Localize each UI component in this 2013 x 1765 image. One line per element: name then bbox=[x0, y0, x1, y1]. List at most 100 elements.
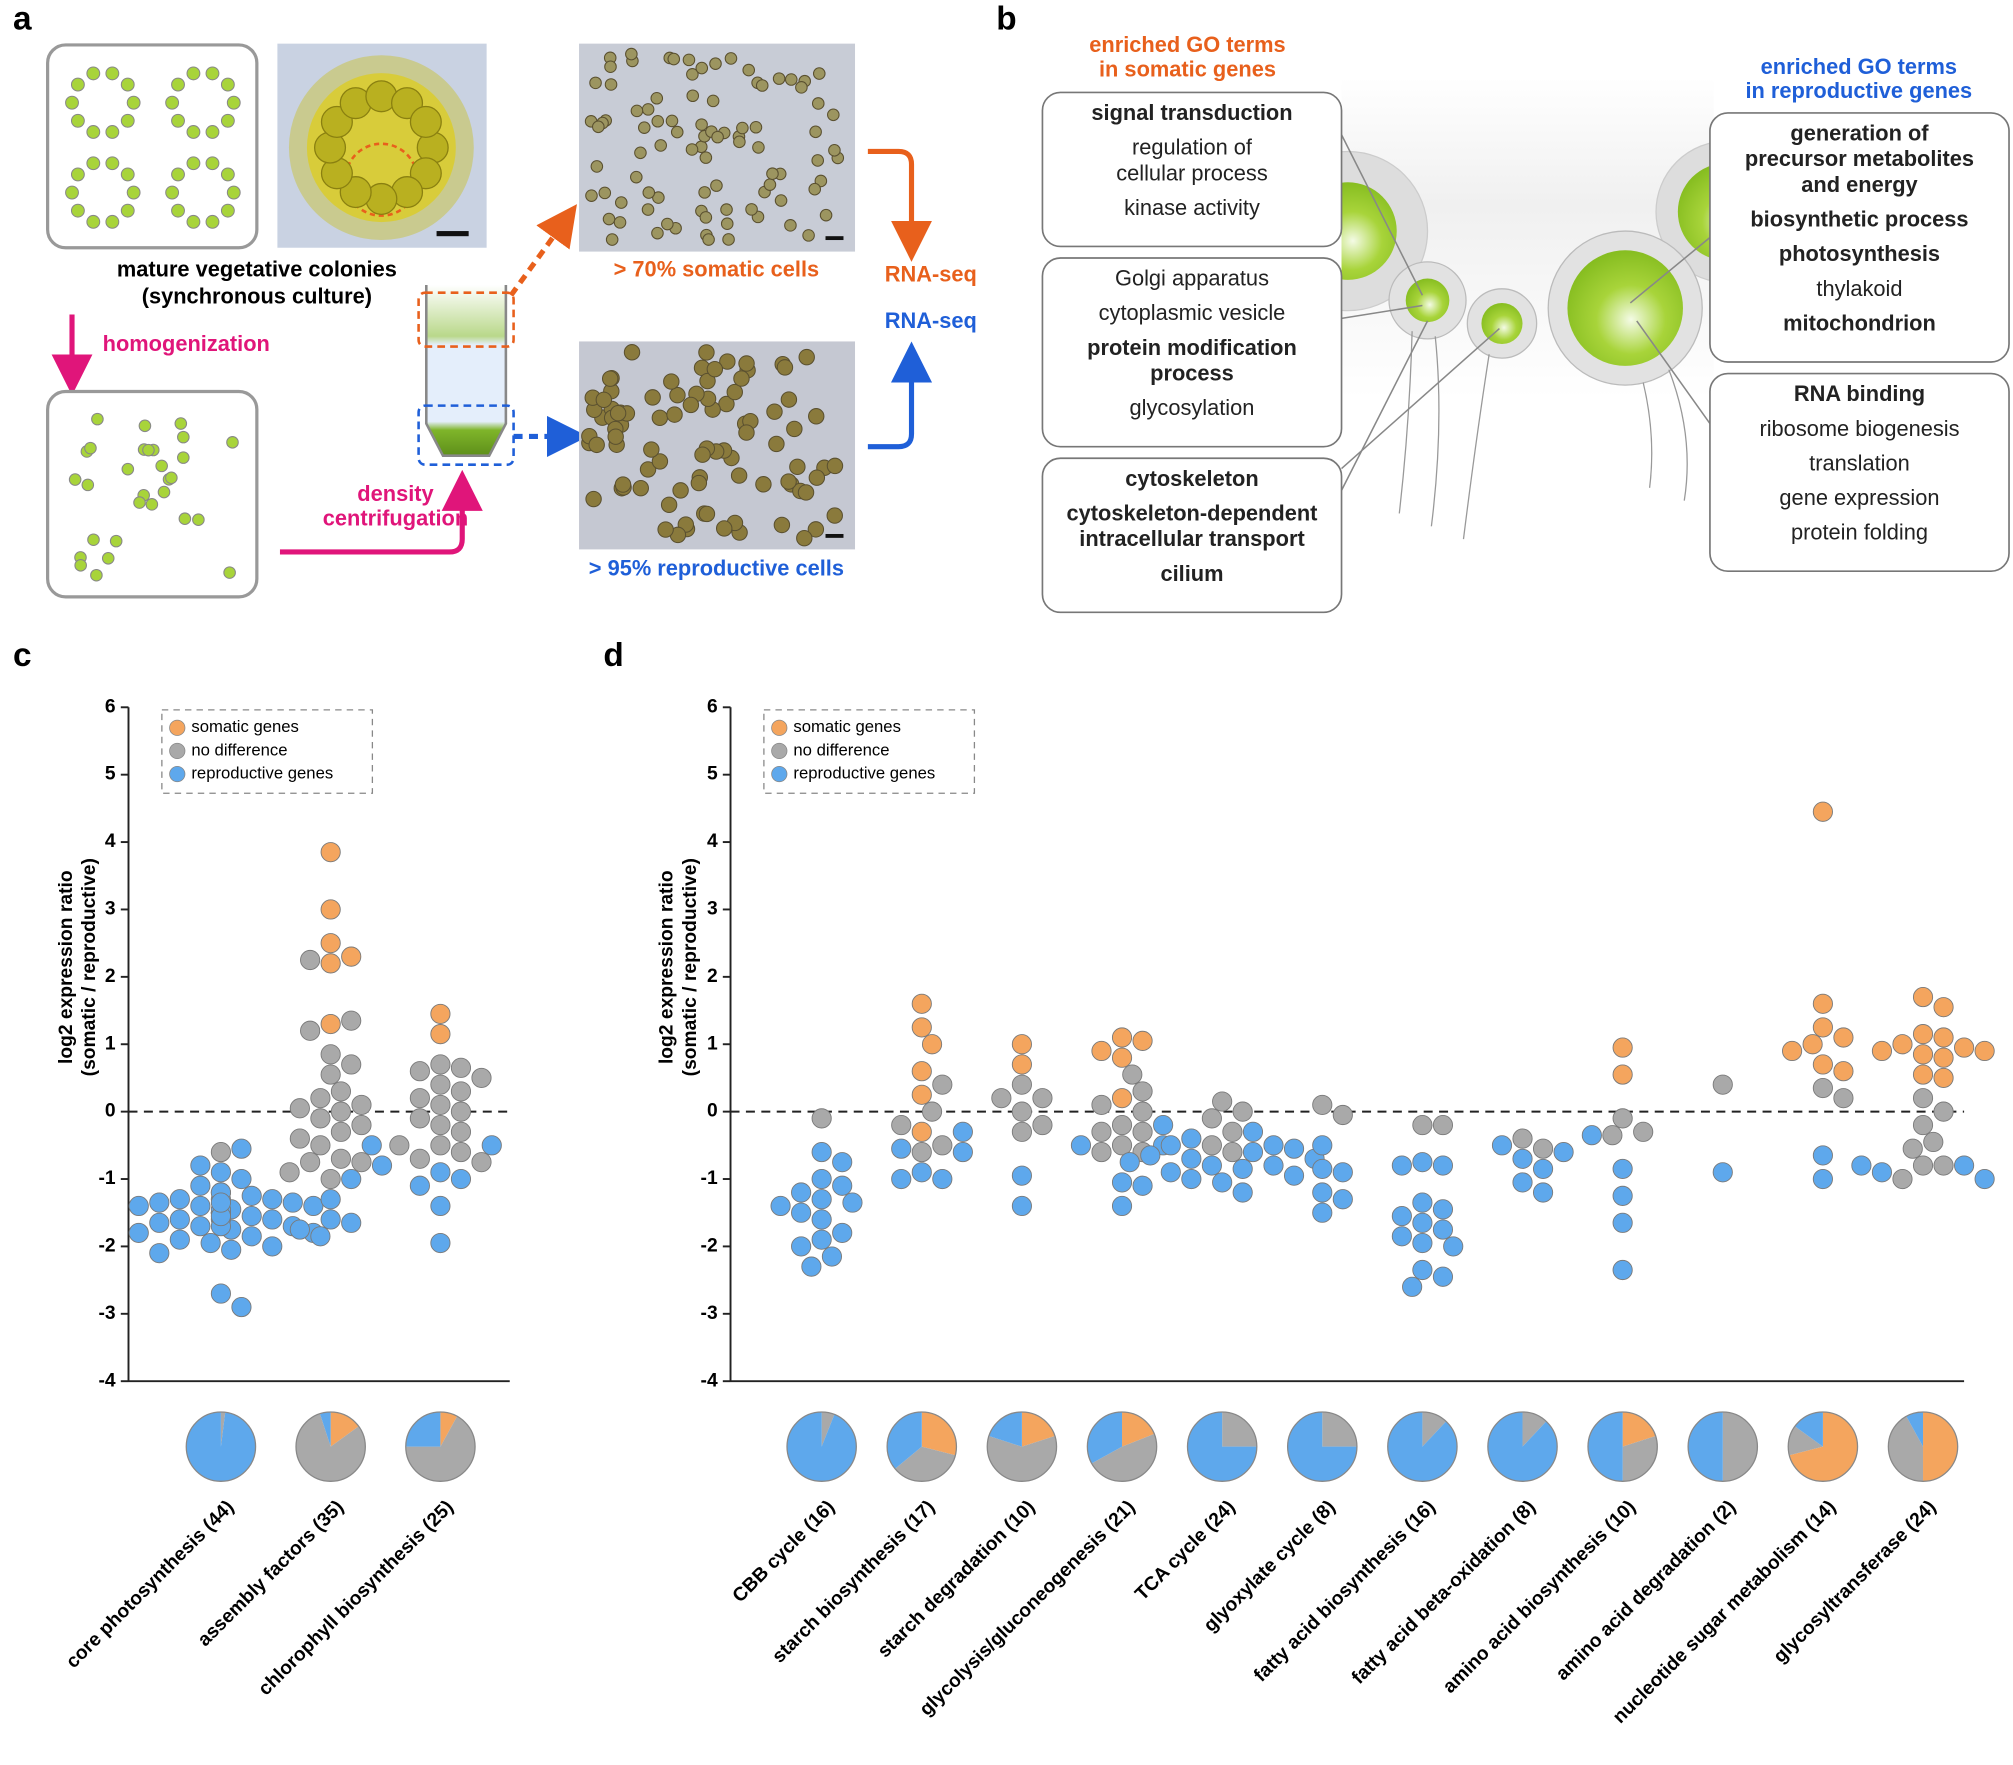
data-point bbox=[409, 1088, 430, 1109]
data-point bbox=[1432, 1199, 1454, 1220]
legend-marker bbox=[771, 742, 788, 760]
panel-title: enriched GO terms bbox=[1089, 32, 1285, 57]
cell bbox=[670, 125, 684, 139]
data-point bbox=[1011, 1195, 1032, 1217]
data-point bbox=[389, 1135, 410, 1156]
cell bbox=[637, 121, 651, 134]
data-point bbox=[450, 1121, 472, 1142]
pie-slice bbox=[1021, 1412, 1055, 1447]
data-point bbox=[310, 1108, 331, 1129]
cell bbox=[126, 185, 141, 200]
x-tick-label: chlorophyll biosynthesis (25) bbox=[255, 1497, 458, 1700]
pie-outline bbox=[1086, 1411, 1158, 1482]
pie-outline bbox=[295, 1411, 366, 1482]
cell bbox=[736, 121, 749, 135]
cell bbox=[90, 568, 103, 582]
go-term: biosynthetic process bbox=[1750, 207, 1968, 232]
scale-bar bbox=[825, 236, 844, 241]
cell bbox=[690, 474, 708, 492]
cell bbox=[811, 154, 825, 167]
go-box bbox=[1041, 457, 1343, 614]
pie-slice bbox=[405, 1416, 476, 1482]
cell bbox=[652, 191, 665, 204]
data-point bbox=[1802, 1034, 1823, 1055]
data-point bbox=[1491, 1135, 1513, 1156]
data-point bbox=[169, 1229, 190, 1250]
cell bbox=[1405, 278, 1450, 323]
data-point bbox=[430, 1074, 451, 1095]
data-point bbox=[210, 1162, 231, 1183]
cell bbox=[70, 203, 85, 218]
data-point bbox=[921, 1034, 943, 1055]
data-point bbox=[1091, 1040, 1112, 1062]
data-point bbox=[409, 1175, 430, 1196]
data-point bbox=[1432, 1219, 1454, 1240]
data-point bbox=[952, 1121, 973, 1142]
cell bbox=[733, 370, 750, 387]
data-point bbox=[1132, 1121, 1153, 1142]
callout-lines bbox=[1340, 134, 1711, 491]
cell bbox=[719, 353, 736, 370]
data-point bbox=[320, 1209, 341, 1230]
data-point bbox=[1933, 1101, 1954, 1122]
step: centrifugation bbox=[323, 506, 468, 531]
cell bbox=[672, 482, 689, 499]
cell bbox=[774, 194, 788, 207]
pie-slice bbox=[1322, 1412, 1357, 1447]
data-point bbox=[1412, 1115, 1433, 1136]
data-point bbox=[1263, 1135, 1284, 1156]
go-term: regulation of bbox=[1132, 135, 1253, 160]
cell bbox=[798, 348, 815, 366]
data-point bbox=[891, 1138, 912, 1159]
data-point bbox=[1412, 1212, 1433, 1233]
data-point bbox=[911, 1017, 932, 1038]
cell bbox=[749, 120, 763, 134]
cell bbox=[811, 97, 825, 110]
data-point bbox=[330, 1148, 352, 1169]
pie-outline bbox=[886, 1411, 958, 1482]
cell bbox=[722, 233, 735, 246]
pie-slice bbox=[1087, 1412, 1123, 1464]
data-point bbox=[430, 1162, 451, 1183]
cell bbox=[651, 409, 669, 427]
cell bbox=[643, 441, 660, 458]
go-box bbox=[1709, 372, 2010, 573]
cell bbox=[105, 66, 120, 81]
cell bbox=[120, 203, 135, 218]
cell bbox=[784, 73, 798, 86]
data-point bbox=[330, 1081, 352, 1102]
data-point bbox=[1091, 1094, 1112, 1115]
y-tick-label: -4 bbox=[99, 1370, 116, 1391]
data-point bbox=[932, 1074, 953, 1095]
y-tick-label: 4 bbox=[707, 831, 718, 852]
data-point bbox=[371, 1155, 393, 1176]
caption: mature vegetative colonies bbox=[117, 257, 397, 282]
data-point bbox=[430, 1024, 451, 1045]
x-tick-label: fatty acid beta-oxidation (8) bbox=[1348, 1497, 1540, 1689]
data-point bbox=[1332, 1104, 1353, 1126]
data-point bbox=[911, 993, 932, 1014]
cell bbox=[177, 430, 190, 444]
legend-marker bbox=[169, 719, 186, 736]
data-point bbox=[1160, 1135, 1181, 1156]
data-point bbox=[1912, 1115, 1934, 1136]
data-point bbox=[1011, 1054, 1032, 1075]
data-point bbox=[1181, 1168, 1202, 1190]
cell-box bbox=[46, 389, 259, 599]
data-point bbox=[801, 1256, 822, 1277]
cell bbox=[585, 490, 602, 508]
cell bbox=[641, 103, 655, 116]
cell bbox=[178, 512, 192, 526]
data-point bbox=[1212, 1091, 1233, 1112]
cell bbox=[614, 196, 628, 209]
cell bbox=[589, 76, 602, 90]
data-point bbox=[200, 1232, 221, 1254]
pie-outline bbox=[1687, 1411, 1759, 1482]
pie-outline bbox=[1286, 1411, 1358, 1482]
cell bbox=[706, 94, 720, 108]
data-point bbox=[952, 1141, 973, 1163]
data-point bbox=[1160, 1162, 1181, 1183]
cell bbox=[602, 212, 616, 226]
cell bbox=[726, 383, 743, 401]
